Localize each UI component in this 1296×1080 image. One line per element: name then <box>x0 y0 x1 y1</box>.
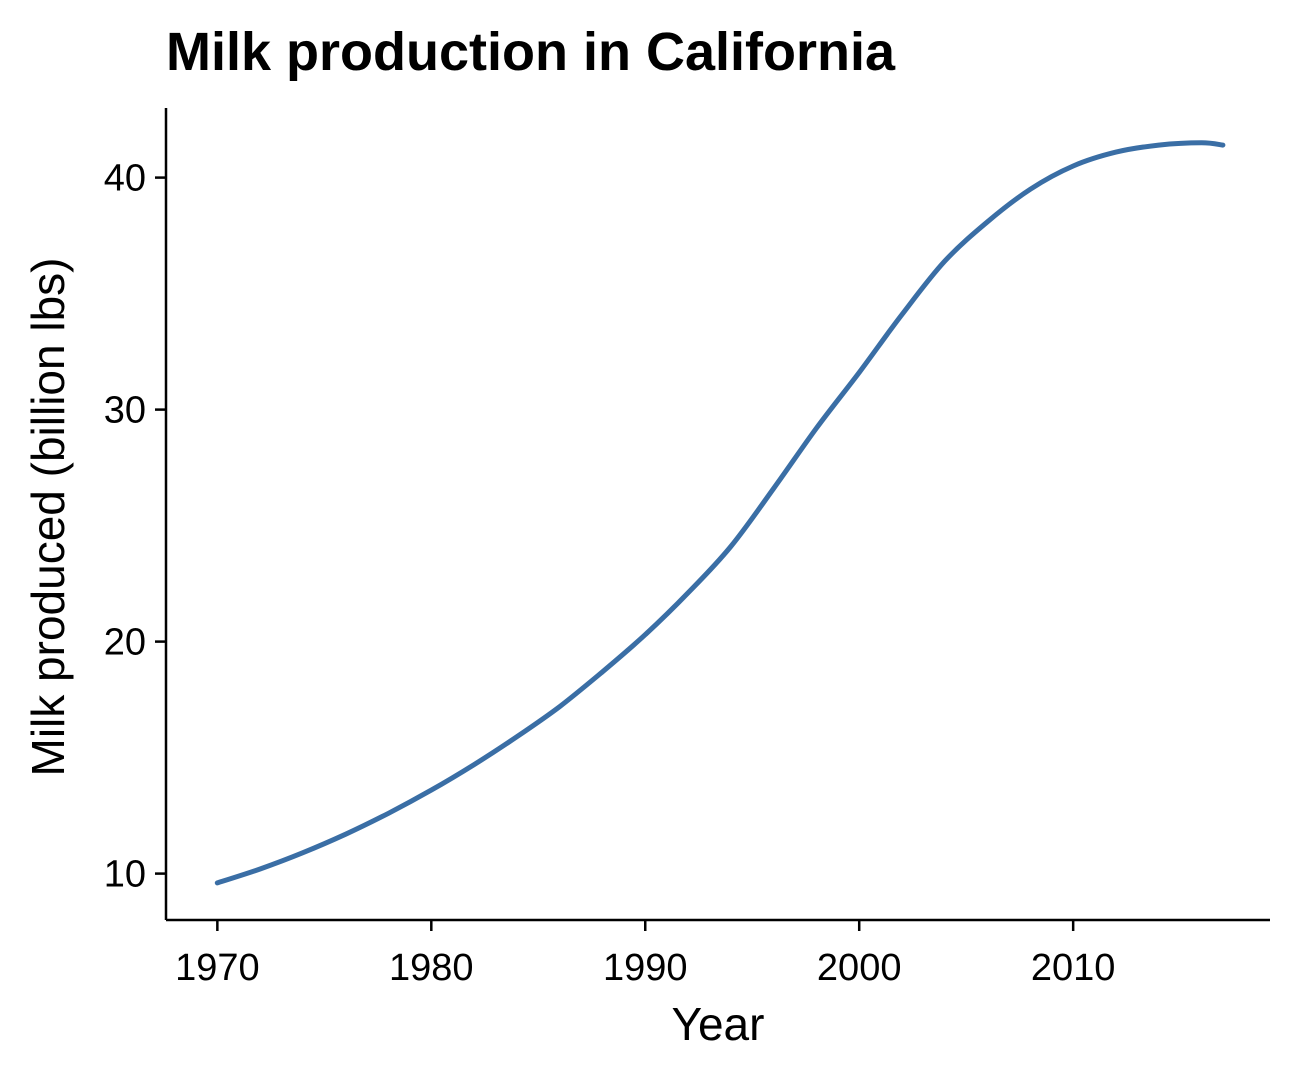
series-group <box>214 140 1226 886</box>
x-tick-label: 1980 <box>389 947 474 989</box>
milk-production-line <box>214 140 1226 886</box>
x-tick-label: 1970 <box>175 947 260 989</box>
x-tick-label: 1990 <box>603 947 688 989</box>
x-axis-title: Year <box>672 998 765 1050</box>
x-tick-label: 2000 <box>817 947 902 989</box>
x-tick-label: 2010 <box>1031 947 1116 989</box>
y-tick-label: 10 <box>104 854 146 896</box>
x-axis-ticks: 1970 1980 1990 2000 2010 <box>175 920 1115 989</box>
y-tick-label: 40 <box>104 158 146 200</box>
y-tick-label: 30 <box>104 390 146 432</box>
chart-title: Milk production in California <box>166 22 896 82</box>
y-axis-title: Milk produced (billion lbs) <box>22 258 74 777</box>
y-tick-label: 20 <box>104 622 146 664</box>
y-axis-ticks: 10 20 30 40 <box>104 158 166 896</box>
